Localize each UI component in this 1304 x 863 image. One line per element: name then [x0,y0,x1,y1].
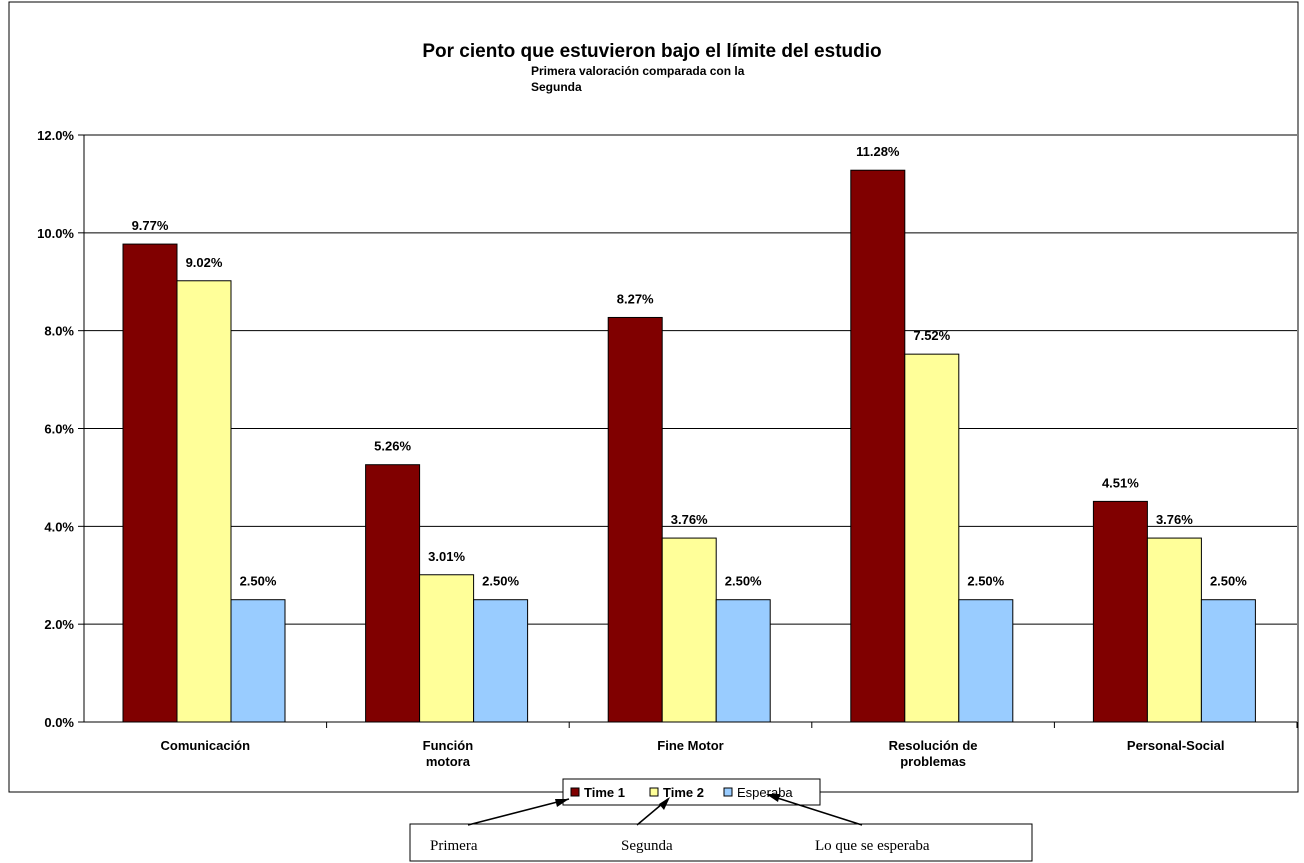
x-tick-label: Personal-Social [1127,738,1225,753]
annotation-label-segunda: Segunda [621,838,673,854]
bar-label-time2: 3.01% [428,549,465,564]
bar-esperaba [230,599,286,723]
annotation-label-esperaba: Lo que se esperaba [815,838,930,854]
y-tick-label: 4.0% [44,519,74,534]
x-tick-label: motora [426,754,471,769]
arrow-segunda-head [659,797,670,810]
x-tick-label: Comunicación [161,738,251,753]
x-tick-label: problemas [900,754,966,769]
bar-esperaba [715,599,771,723]
bar-label-time1: 5.26% [374,439,411,454]
y-tick-label: 2.0% [44,617,74,632]
y-tick-label: 0.0% [44,715,74,730]
bar-label-time2: 7.52% [913,328,950,343]
bar-label-time1: 8.27% [617,291,654,306]
bar-label-esperaba: 2.50% [967,574,1004,589]
bar-esperaba [1200,599,1256,723]
bar-time1 [607,316,663,723]
legend-swatch-esperaba [723,787,733,797]
chart-title: Por ciento que estuvieron bajo el límite… [422,41,881,62]
legend-swatch-time1 [570,787,580,797]
bar-time1 [365,464,421,723]
arrow-primera [467,798,570,826]
x-tick-label: Función [423,738,474,753]
bar-data-labels: 9.77% 9.02% 2.50% 5.26% 3.01% 2.50% 8.27% 3.76%… [132,144,1248,588]
bar-label-esperaba: 2.50% [725,574,762,589]
bar-time2 [176,280,232,723]
y-tick-label: 12.0% [37,128,74,143]
y-tick-label: 8.0% [44,324,74,339]
bar-label-esperaba: 2.50% [240,574,277,589]
bar-time2 [661,537,717,723]
legend-swatch-time2 [649,787,659,797]
bar-time2 [419,574,475,723]
bars [122,169,1256,723]
bar-esperaba [958,599,1014,723]
x-tick-label: Resolución de [889,738,978,753]
bar-label-time2: 9.02% [186,255,223,270]
bar-time2 [904,353,960,723]
bar-time1 [122,243,178,723]
bar-time1 [850,169,906,723]
y-tick-label: 6.0% [44,422,74,437]
arrow-esperaba-head [766,794,780,802]
legend: Time 1 Time 2 Esperaba [562,778,821,806]
annotation-label-primera: Primera [430,838,478,854]
bar-label-esperaba: 2.50% [1210,574,1247,589]
legend-label-esperaba: Esperaba [737,785,793,800]
annotation: Primera Segunda Lo que se esperaba [409,794,1033,862]
legend-label-time2: Time 2 [663,785,704,800]
bar-label-time2: 3.76% [671,512,708,527]
arrow-esperaba [767,794,863,826]
bar-esperaba [473,599,529,723]
annotation-box [409,823,1033,862]
bar-time2 [1146,537,1202,723]
bar-label-esperaba: 2.50% [482,574,519,589]
chart-subtitle-line1: Primera valoración comparada con la [531,64,745,78]
bar-time1 [1092,500,1148,723]
x-tick-label: Fine Motor [657,738,723,753]
axes [78,134,1298,728]
y-axis-tick-labels: 0.0% 2.0% 4.0% 6.0% 8.0% 10.0% 12.0% [37,128,74,730]
chart-subtitle-line2: Segunda [531,80,582,94]
legend-label-time1: Time 1 [584,785,625,800]
y-tick-label: 10.0% [37,226,74,241]
bar-label-time2: 3.76% [1156,512,1193,527]
bar-label-time1: 4.51% [1102,475,1139,490]
bar-label-time1: 11.28% [856,144,900,159]
arrow-primera-head [555,799,569,807]
bar-label-time1: 9.77% [132,218,169,233]
